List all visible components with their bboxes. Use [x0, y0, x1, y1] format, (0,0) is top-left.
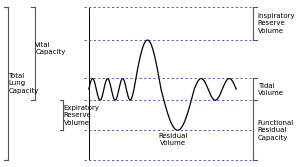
Text: Residual
Volume: Residual Volume	[158, 133, 188, 146]
Text: Total
Lung
Capacity: Total Lung Capacity	[8, 73, 39, 94]
Text: Tidal
Volume: Tidal Volume	[258, 83, 284, 96]
Text: Functional
Residual
Capacity: Functional Residual Capacity	[258, 120, 294, 141]
Text: Vital
Capacity: Vital Capacity	[35, 42, 66, 55]
Text: Inspiratory
Reserve
Volume: Inspiratory Reserve Volume	[258, 13, 295, 34]
Text: Expiratory
Reserve
Volume: Expiratory Reserve Volume	[64, 105, 100, 126]
